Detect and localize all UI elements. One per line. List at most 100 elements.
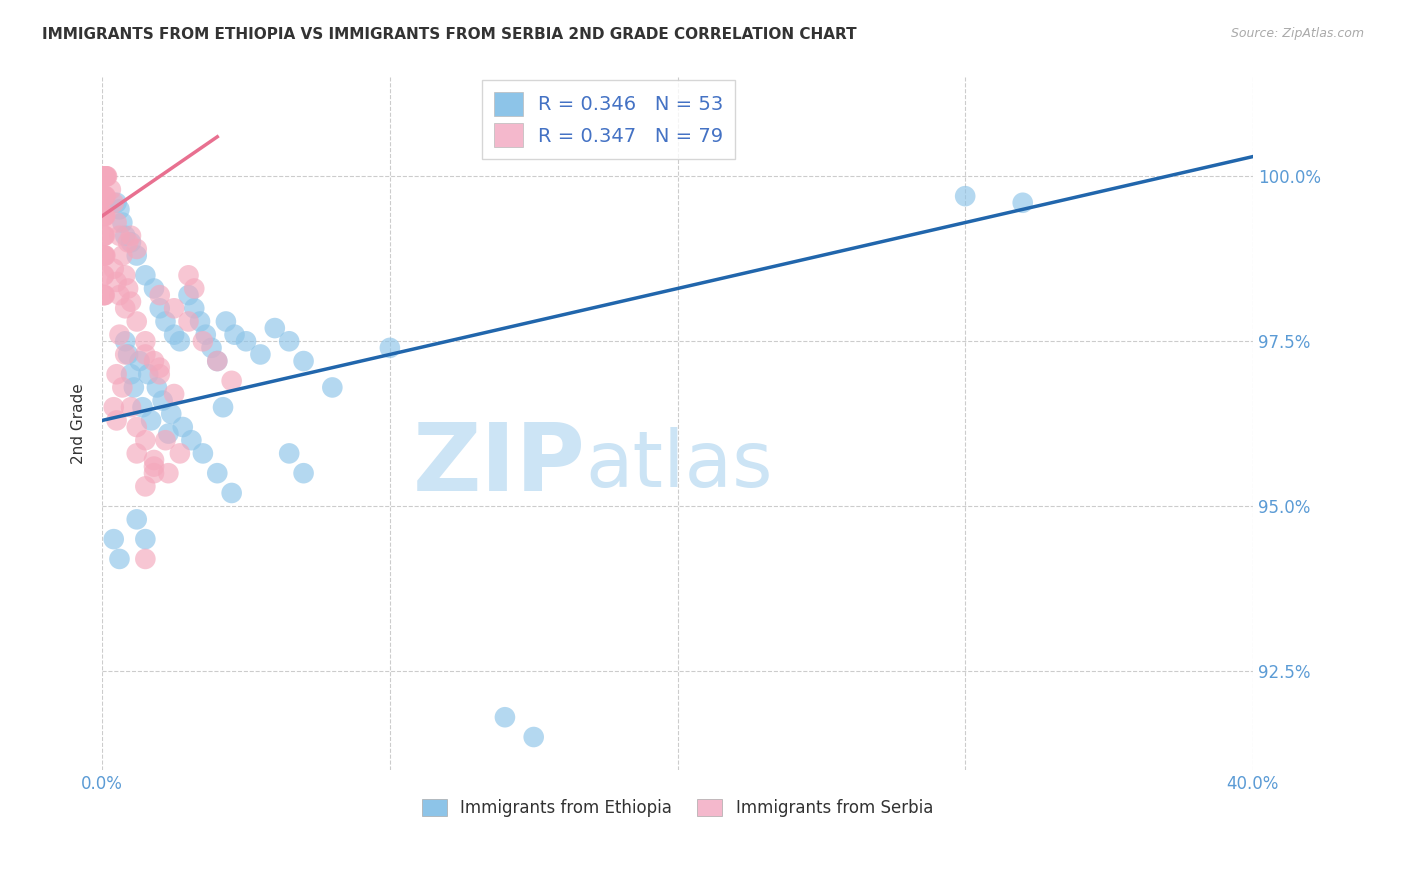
Point (117, 235, 139, 250)
Point (111, 215, 134, 229)
Text: IMMIGRANTS FROM ETHIOPIA VS IMMIGRANTS FROM SERBIA 2ND GRADE CORRELATION CHART: IMMIGRANTS FROM ETHIOPIA VS IMMIGRANTS F… (42, 27, 856, 42)
Point (149, 368, 172, 382)
Point (125, 314, 148, 328)
Point (120, 235, 142, 250)
Point (207, 354, 229, 368)
Point (114, 268, 136, 283)
Point (157, 426, 180, 441)
Text: ZIP: ZIP (412, 419, 585, 511)
Point (163, 387, 186, 401)
Point (249, 347, 271, 361)
Point (177, 288, 200, 302)
Point (125, 242, 148, 256)
Point (125, 512, 148, 526)
Point (177, 268, 200, 283)
Point (93, 268, 115, 283)
Text: atlas: atlas (585, 427, 773, 503)
Point (215, 314, 238, 328)
Point (105, 275, 128, 289)
Point (114, 228, 136, 243)
Point (93, 209, 115, 223)
Point (105, 215, 128, 229)
Point (263, 321, 285, 335)
Point (163, 301, 186, 316)
Point (235, 334, 257, 349)
Point (172, 420, 194, 434)
Point (108, 228, 131, 243)
Point (111, 248, 134, 262)
Point (155, 314, 177, 328)
Point (523, 730, 546, 744)
Point (134, 552, 156, 566)
Point (111, 380, 134, 394)
Point (120, 401, 142, 415)
Point (143, 453, 166, 467)
Point (114, 347, 136, 361)
Point (188, 314, 211, 328)
Point (125, 248, 148, 262)
Point (149, 301, 172, 316)
Text: Source: ZipAtlas.com: Source: ZipAtlas.com (1230, 27, 1364, 40)
Point (224, 327, 246, 342)
Point (131, 401, 153, 415)
Point (134, 334, 156, 349)
Point (94, 189, 117, 203)
Point (114, 301, 136, 316)
Point (143, 459, 166, 474)
Point (194, 327, 217, 342)
Point (321, 380, 343, 394)
Point (93, 288, 115, 302)
Point (125, 446, 148, 460)
Point (108, 327, 131, 342)
Point (212, 401, 235, 415)
Point (278, 446, 301, 460)
Point (93, 169, 115, 184)
Point (94, 248, 117, 262)
Point (292, 466, 315, 480)
Point (117, 347, 139, 361)
Point (93, 228, 115, 243)
Point (152, 393, 174, 408)
Point (125, 420, 148, 434)
Point (207, 354, 229, 368)
Point (93, 268, 115, 283)
Point (221, 486, 243, 500)
Point (96, 169, 118, 184)
Point (108, 288, 131, 302)
Point (143, 354, 166, 368)
Point (103, 532, 125, 546)
Point (93, 288, 115, 302)
Point (94, 209, 117, 223)
Point (169, 334, 191, 349)
Point (143, 466, 166, 480)
Point (120, 294, 142, 309)
Point (93, 189, 115, 203)
Point (94, 169, 117, 184)
Point (292, 354, 315, 368)
Point (94, 169, 117, 184)
Point (94, 189, 117, 203)
Point (183, 281, 205, 295)
Point (105, 195, 128, 210)
Point (100, 183, 122, 197)
Point (94, 288, 117, 302)
Point (134, 434, 156, 448)
Point (177, 314, 200, 328)
Point (93, 209, 115, 223)
Point (200, 341, 222, 355)
Point (134, 268, 156, 283)
Point (134, 347, 156, 361)
Point (94, 169, 117, 184)
Point (163, 327, 186, 342)
Point (103, 195, 125, 210)
Point (128, 354, 150, 368)
Point (108, 202, 131, 217)
Point (180, 434, 202, 448)
Point (120, 368, 142, 382)
Point (105, 413, 128, 427)
Point (122, 380, 145, 394)
Point (160, 407, 183, 421)
Point (378, 341, 401, 355)
Point (155, 434, 177, 448)
Point (96, 169, 118, 184)
